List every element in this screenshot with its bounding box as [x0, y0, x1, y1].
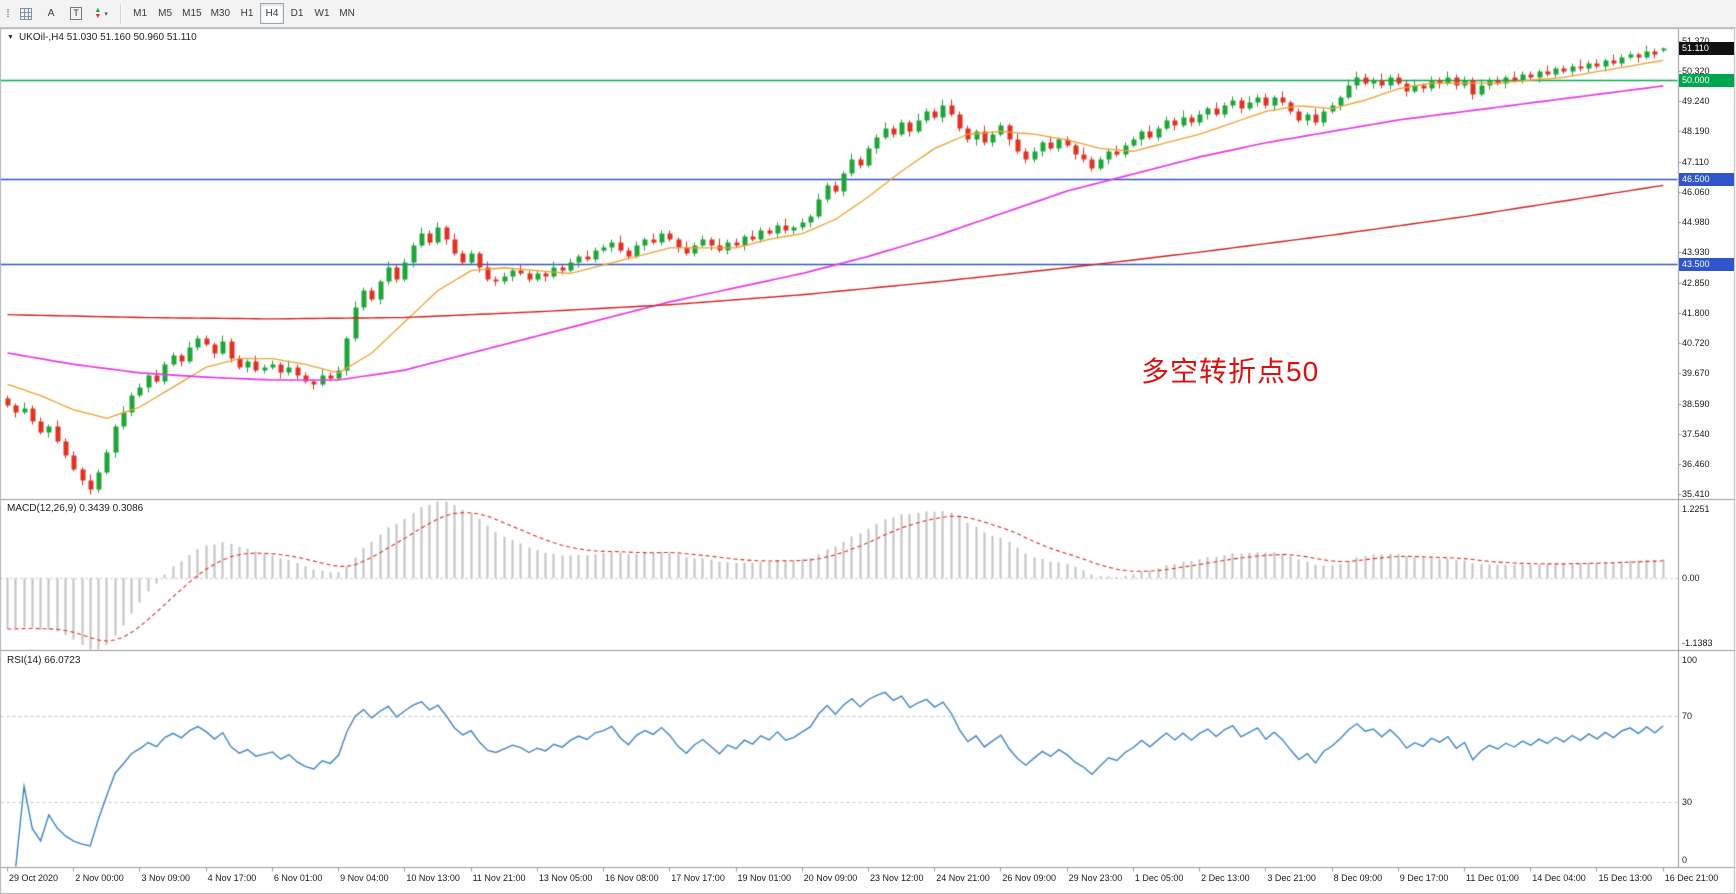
time-axis-label: 16 Dec 21:00	[1664, 873, 1719, 883]
price-axis-label: 41.800	[1682, 307, 1710, 318]
macd-axis-label: 0.00	[1682, 572, 1700, 583]
price-axis-label: 48.190	[1682, 126, 1710, 137]
price-axis-label: 49.240	[1682, 96, 1710, 107]
objects-palette-button[interactable]	[14, 3, 38, 24]
price-axis-label: 42.850	[1682, 277, 1710, 288]
toolbar-separator	[120, 3, 122, 24]
timeframe-button-d1[interactable]: D1	[285, 3, 309, 24]
time-axis-label: 6 Nov 01:00	[273, 873, 323, 883]
time-axis-label: 14 Dec 04:00	[1532, 873, 1586, 883]
price-axis-label: 40.720	[1682, 338, 1710, 349]
rsi-indicator-label: RSI(14) 66.0723	[7, 655, 81, 666]
time-axis-label: 16 Nov 08:00	[605, 873, 659, 883]
price-axis-badge-51.110: 51.110	[1679, 42, 1734, 56]
time-axis-label: 23 Nov 12:00	[869, 873, 924, 883]
indicator-arrows-icon: ▲ ▼	[94, 6, 102, 20]
price-axis-label: 50.320	[1682, 65, 1710, 76]
timeframe-button-m30[interactable]: M30	[207, 3, 234, 24]
time-axis-label: 24 Nov 21:00	[936, 873, 990, 883]
price-axis-badge-43.500[interactable]: 43.500	[1679, 258, 1734, 272]
price-axis-label: 43.930	[1682, 247, 1710, 258]
time-axis-label: 9 Dec 17:00	[1399, 873, 1449, 883]
time-axis-label: 10 Nov 13:00	[406, 873, 460, 883]
rsi-axis-label: 70	[1682, 711, 1693, 722]
time-axis-label: 11 Nov 21:00	[472, 873, 526, 883]
chart-title-text: UKOil-,H4 51.030 51.160 50.960 51.110	[18, 32, 197, 43]
price-axis-label: 46.060	[1682, 186, 1710, 197]
timeframe-button-h1[interactable]: H1	[235, 3, 259, 24]
timeframe-button-m5[interactable]: M5	[153, 3, 177, 24]
timeframe-button-m1[interactable]: M1	[128, 3, 152, 24]
rsi-axis-label: 30	[1682, 796, 1693, 807]
time-axis-label: 8 Dec 09:00	[1333, 873, 1383, 883]
label-box-icon: T	[70, 7, 82, 20]
toolbar-drag-handle[interactable]: ⁞⁞	[6, 7, 10, 20]
text-label-tool-button[interactable]: T	[64, 3, 88, 24]
macd-axis-label: 1.2251	[1682, 504, 1710, 514]
text-tool-button[interactable]: A	[39, 3, 63, 24]
time-axis-label: 11 Dec 01:00	[1466, 873, 1519, 883]
price-axis-badge-46.500[interactable]: 46.500	[1679, 173, 1734, 187]
timeframe-button-mn[interactable]: MN	[335, 3, 359, 24]
price-axis-label: 44.980	[1682, 217, 1710, 228]
time-axis-label: 20 Nov 09:00	[803, 873, 858, 883]
time-axis-label: 19 Nov 01:00	[737, 873, 792, 883]
time-axis-label: 15 Dec 13:00	[1598, 873, 1653, 883]
price-axis-label: 35.410	[1682, 489, 1710, 500]
time-axis-label: 26 Nov 09:00	[1002, 873, 1056, 883]
time-axis-label: 3 Nov 09:00	[141, 873, 190, 883]
price-chart-canvas[interactable]	[0, 28, 1736, 894]
time-axis-label: 2 Dec 13:00	[1201, 873, 1250, 883]
chart-title: ▼ UKOil-,H4 51.030 51.160 50.960 51.110	[7, 32, 197, 43]
time-axis-label: 17 Nov 17:00	[671, 873, 725, 883]
annotation-text: 多空转折点50	[1141, 356, 1320, 387]
toolbar: ⁞⁞ A T ▲ ▼ ▾ M1 M5 M15 M30 H1 H4 D1 W1 MN	[0, 0, 1736, 28]
time-axis-label: 13 Nov 05:00	[538, 873, 593, 883]
time-axis-label: 29 Oct 2020	[9, 873, 59, 883]
time-axis-label: 1 Dec 05:00	[1134, 873, 1184, 883]
price-axis-label: 38.590	[1682, 398, 1710, 409]
time-axis-label: 2 Nov 00:00	[75, 873, 124, 883]
timeframe-button-group: M1 M5 M15 M30 H1 H4 D1 W1 MN	[128, 3, 359, 24]
price-axis-label: 47.110	[1682, 156, 1709, 167]
time-axis-label: 29 Nov 23:00	[1068, 873, 1123, 883]
price-axis-label: 37.540	[1682, 428, 1710, 439]
dropdown-caret-icon: ▾	[104, 10, 108, 18]
price-axis-label: 51.370	[1682, 35, 1710, 46]
rsi-axis-label: 0	[1682, 855, 1688, 865]
chart-collapse-icon[interactable]: ▼	[7, 34, 14, 41]
price-axis-label: 36.460	[1682, 459, 1710, 470]
grid-icon	[20, 7, 33, 20]
time-axis-label: 3 Dec 21:00	[1267, 873, 1316, 883]
price-axis-badge-50.000[interactable]: 50.000	[1679, 73, 1734, 87]
timeframe-button-h4[interactable]: H4	[260, 3, 285, 24]
macd-indicator-label: MACD(12,26,9) 0.3439 0.3086	[7, 503, 144, 514]
timeframe-button-m15[interactable]: M15	[178, 3, 205, 24]
macd-axis-label: -1.1383	[1682, 638, 1713, 648]
chart-window: ▼ UKOil-,H4 51.030 51.160 50.960 51.110 …	[0, 28, 1736, 894]
timeframe-button-w1[interactable]: W1	[310, 3, 334, 24]
time-axis-label: 9 Nov 04:00	[340, 873, 389, 883]
indicators-dropdown-button[interactable]: ▲ ▼ ▾	[89, 3, 113, 24]
price-axis-label: 39.670	[1682, 368, 1710, 379]
rsi-axis-label: 100	[1682, 655, 1698, 665]
time-axis-label: 4 Nov 17:00	[207, 873, 257, 883]
